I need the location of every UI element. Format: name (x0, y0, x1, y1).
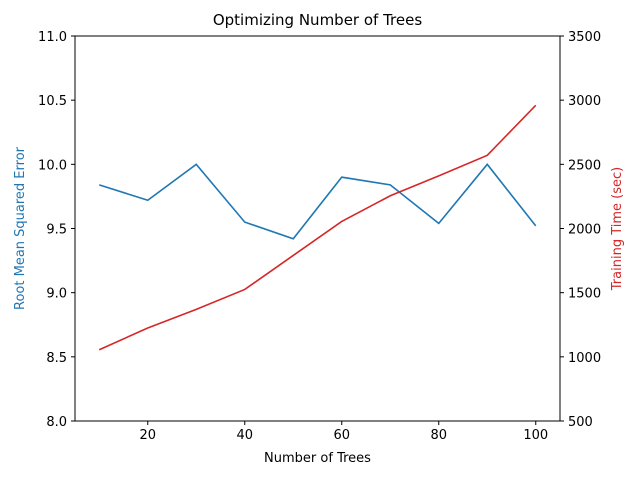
left-y-axis-ticks: 8.0 8.5 9.0 9.5 10.0 10.5 11.0 (38, 30, 75, 430)
right-y-tick-label: 3000 (568, 94, 601, 109)
right-y-tick-label: 3500 (568, 30, 601, 45)
series-lines (98, 104, 537, 351)
x-tick-label: 20 (139, 428, 156, 443)
right-y-tick-label: 2500 (568, 158, 601, 173)
right-y-tick-label: 500 (568, 415, 593, 430)
left-y-tick-label: 10.0 (38, 158, 67, 173)
right-y-axis-title: Training Time (sec) (610, 167, 625, 291)
x-axis-title: Number of Trees (264, 451, 371, 466)
rmse-line (99, 163, 537, 240)
chart-title: Optimizing Number of Trees (213, 11, 422, 29)
right-y-tick-label: 1000 (568, 351, 601, 366)
x-tick-label: 40 (236, 428, 253, 443)
right-y-tick-label: 1500 (568, 287, 601, 302)
training-time-line (98, 104, 537, 351)
left-y-tick-label: 9.5 (46, 223, 67, 238)
right-y-axis-ticks: 500 1000 1500 2000 2500 3000 3500 (560, 30, 601, 430)
left-y-tick-label: 10.5 (38, 94, 67, 109)
right-y-tick-label: 2000 (568, 223, 601, 238)
x-tick-label: 100 (523, 428, 548, 443)
left-y-tick-label: 8.5 (46, 351, 67, 366)
left-y-tick-label: 11.0 (38, 30, 67, 45)
x-tick-label: 60 (333, 428, 350, 443)
x-axis-ticks: 20 40 60 80 100 (139, 421, 548, 443)
x-tick-label: 80 (430, 428, 447, 443)
left-y-tick-label: 8.0 (46, 415, 67, 430)
plot-area (74, 35, 561, 422)
left-y-axis-title: Root Mean Squared Error (13, 146, 28, 310)
left-y-tick-label: 9.0 (46, 287, 67, 302)
